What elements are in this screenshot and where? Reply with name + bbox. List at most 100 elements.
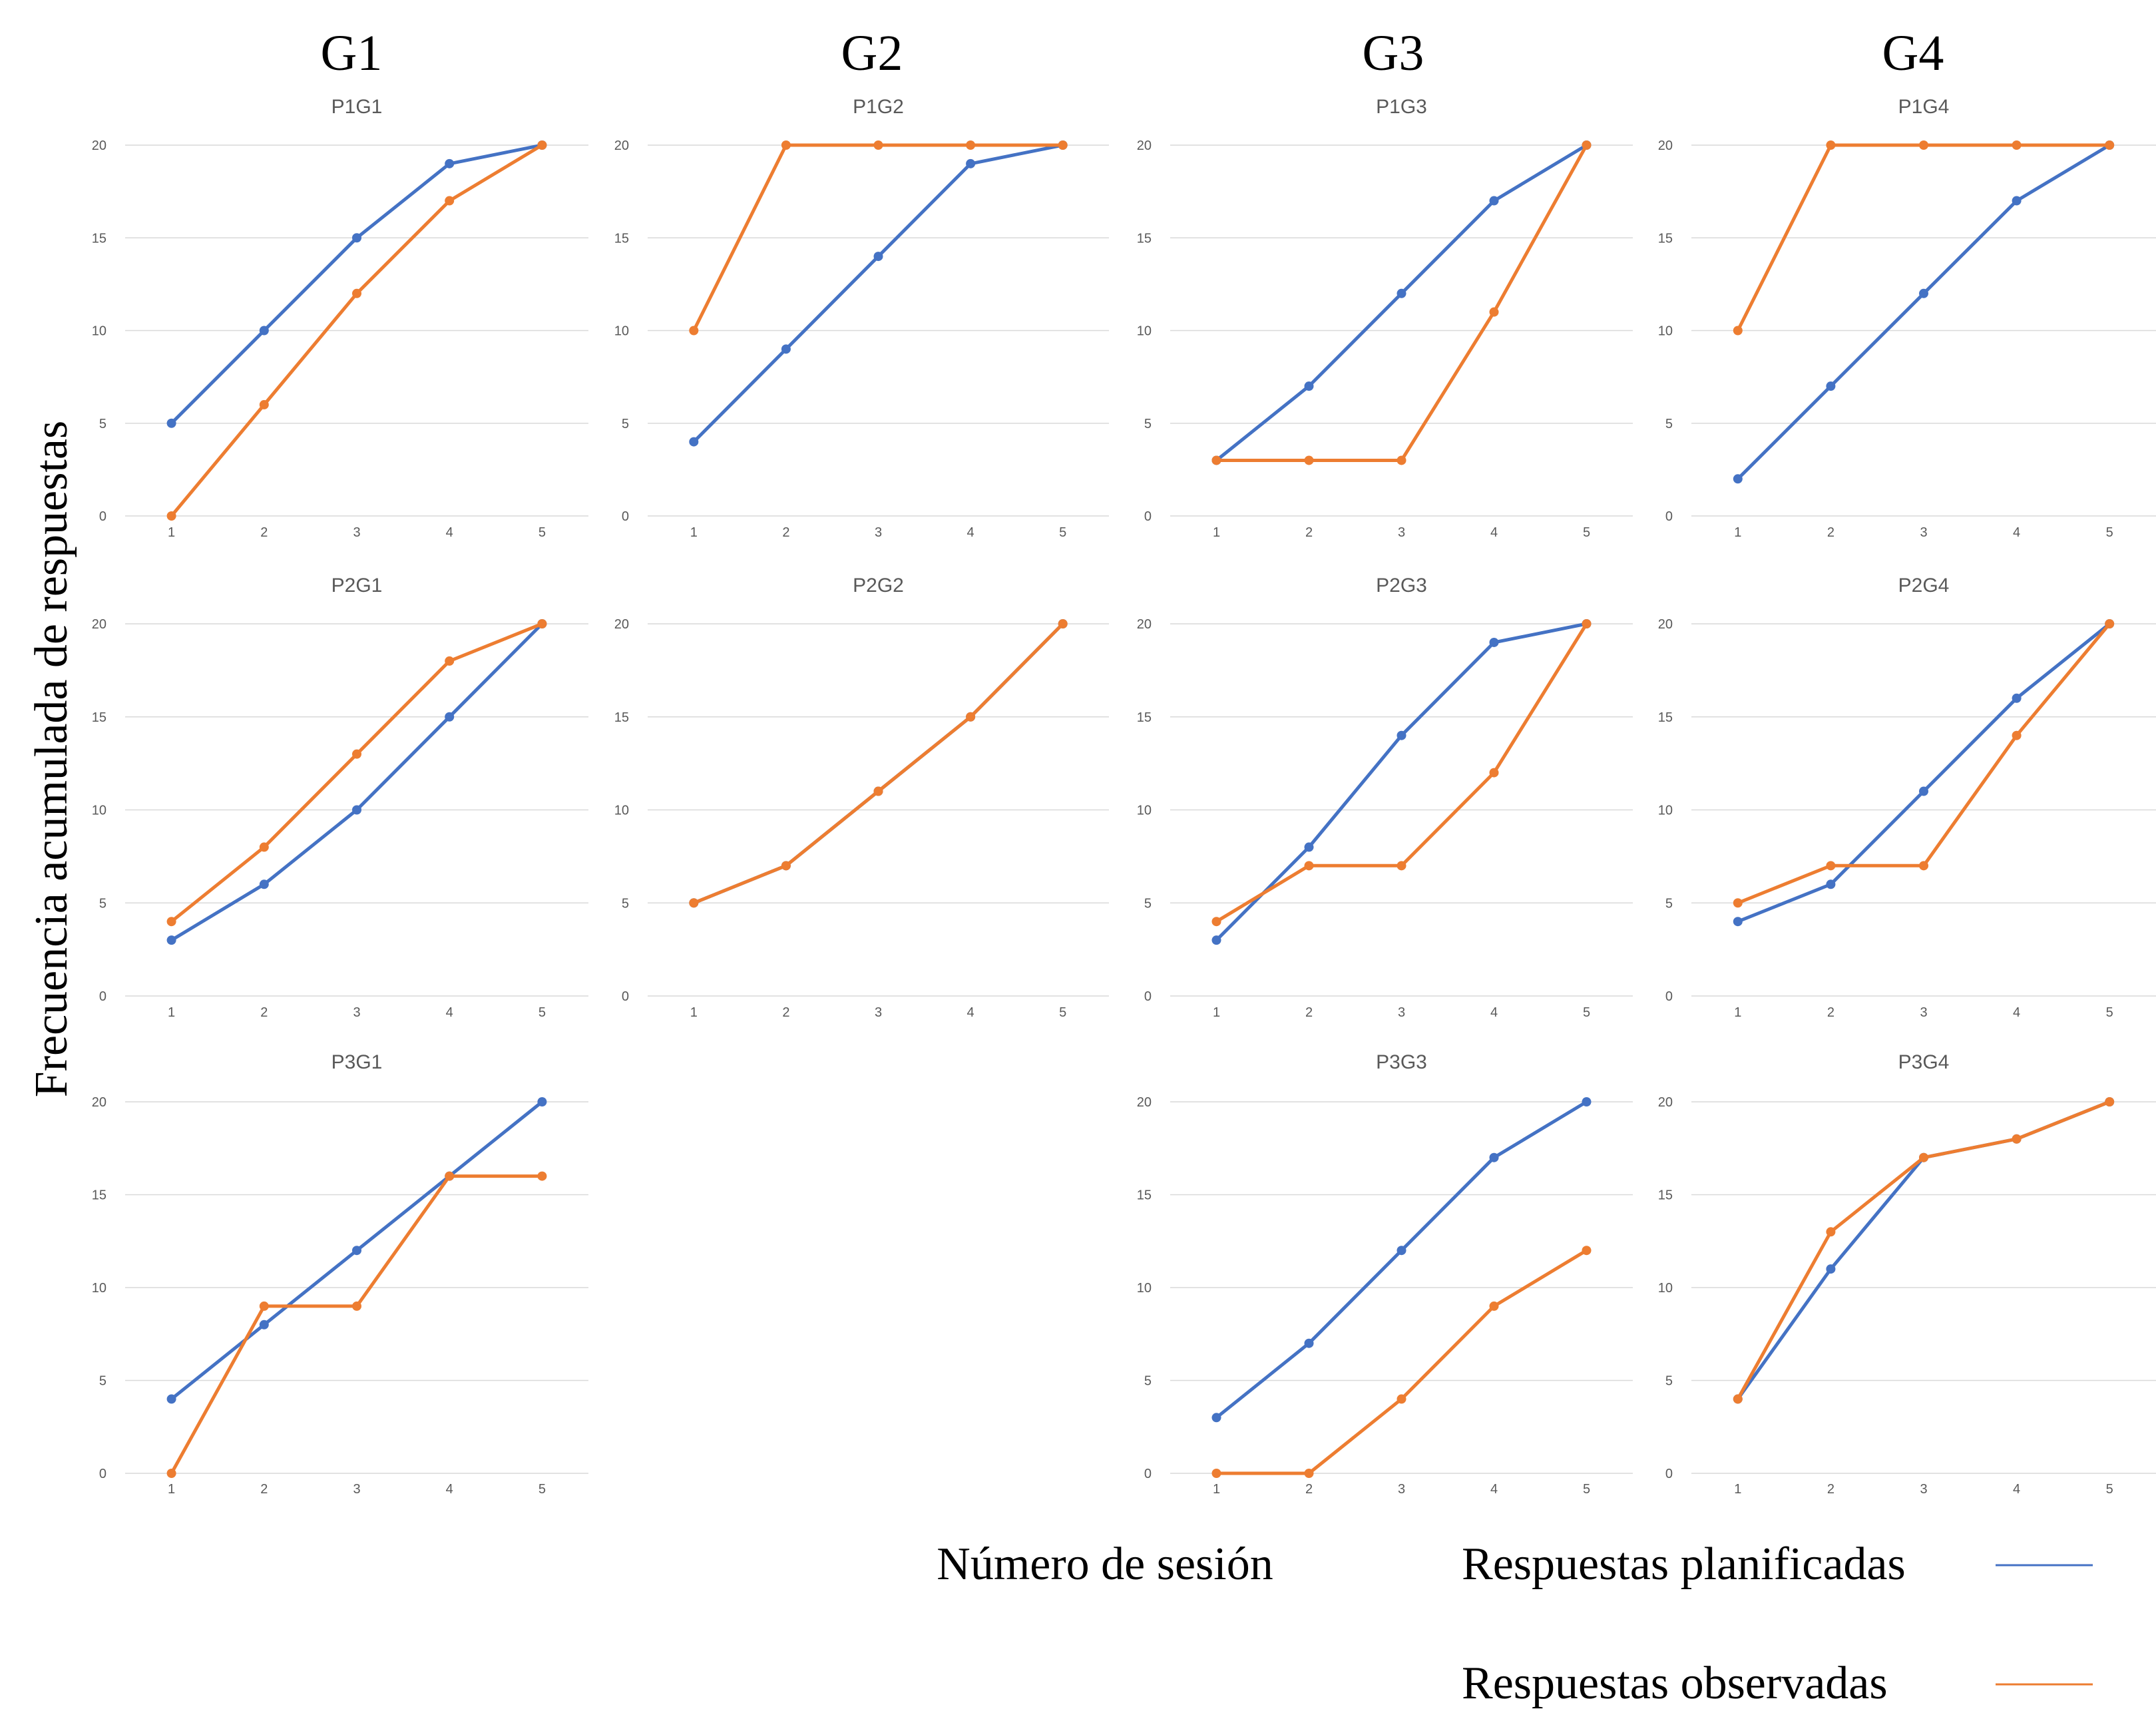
data-point-planned <box>1304 842 1314 852</box>
y-tick-label: 0 <box>1144 989 1152 1004</box>
data-point-observed <box>1489 1301 1499 1311</box>
x-tick-label: 2 <box>1305 1005 1313 1020</box>
data-point-observed <box>352 1301 361 1311</box>
data-point-planned <box>445 712 455 722</box>
y-tick-label: 20 <box>1658 1095 1673 1110</box>
data-point-planned <box>1826 879 1836 889</box>
y-tick-label: 15 <box>1658 231 1673 246</box>
data-point-observed <box>352 749 361 759</box>
data-point-observed <box>1919 1152 1928 1162</box>
x-axis-label: Número de sesión <box>937 1539 1273 1590</box>
data-point-observed <box>2012 1134 2022 1144</box>
y-tick-label: 0 <box>1665 509 1673 524</box>
data-point-observed <box>1397 1394 1406 1404</box>
group-title-g1: G1 <box>321 25 383 81</box>
y-tick-label: 15 <box>1658 710 1673 725</box>
y-tick-label: 20 <box>614 617 629 632</box>
panel-p3g1: P3G1 0 5 10 15 20 1 2 3 4 5 <box>92 1051 588 1497</box>
data-point-observed <box>1211 455 1221 465</box>
x-tick-label: 3 <box>875 525 882 540</box>
data-point-planned <box>1304 381 1314 391</box>
data-point-planned <box>259 879 269 889</box>
x-tick-label: 2 <box>782 1005 789 1020</box>
x-tick-label: 4 <box>446 1482 453 1497</box>
series-line-planned <box>1737 143 2111 481</box>
panel-p3g4: P3G4 0 5 10 15 20 1 2 3 4 5 <box>1658 1051 2156 1497</box>
x-tick-label: 2 <box>1827 525 1834 540</box>
panel-title: P2G4 <box>1898 575 1950 597</box>
panel-p1g3: P1G3 0 5 10 15 20 1 2 3 4 5 <box>1137 96 1633 540</box>
data-point-observed <box>2105 1097 2115 1106</box>
x-tick-label: 1 <box>168 1482 175 1497</box>
data-point-planned <box>1489 1152 1499 1162</box>
series-line-observed <box>1215 622 1588 923</box>
y-tick-label: 0 <box>1144 509 1152 524</box>
x-tick-label: 4 <box>967 1005 974 1020</box>
data-point-observed <box>352 288 361 298</box>
data-point-planned <box>1919 786 1928 796</box>
y-tick-label: 5 <box>99 1374 107 1389</box>
y-tick-label: 10 <box>1658 1281 1673 1296</box>
series-line-planned <box>692 143 1064 443</box>
panel-title: P1G2 <box>853 96 904 118</box>
panel-title: P2G2 <box>853 575 904 597</box>
x-tick-label: 2 <box>782 525 789 540</box>
x-tick-label: 5 <box>2106 525 2113 540</box>
panel-p1g2: P1G2 0 5 10 15 20 1 2 3 4 5 <box>614 96 1109 540</box>
y-tick-label: 10 <box>1137 1281 1152 1296</box>
data-point-observed <box>259 1301 269 1311</box>
data-point-observed <box>1489 768 1499 778</box>
data-point-observed <box>1211 1469 1221 1478</box>
series-line-observed <box>693 622 1064 905</box>
data-point-observed <box>1058 140 1068 150</box>
data-point-planned <box>259 1320 269 1330</box>
panel-p2g3: P2G3 0 5 10 15 20 1 2 3 4 5 <box>1137 575 1633 1020</box>
data-point-observed <box>1397 455 1406 465</box>
data-point-observed <box>1304 455 1314 465</box>
x-tick-label: 3 <box>353 525 360 540</box>
y-tick-label: 20 <box>92 138 107 153</box>
y-tick-label: 15 <box>1137 231 1152 246</box>
x-tick-label: 3 <box>353 1005 360 1020</box>
x-tick-label: 4 <box>1490 1482 1498 1497</box>
data-point-planned <box>166 1394 176 1404</box>
x-tick-label: 5 <box>539 525 546 540</box>
y-tick-label: 0 <box>1665 989 1673 1004</box>
data-point-observed <box>873 786 883 796</box>
y-tick-label: 10 <box>92 804 107 818</box>
data-point-observed <box>966 712 976 722</box>
data-point-planned <box>1919 288 1928 298</box>
y-tick-label: 15 <box>614 710 629 725</box>
series-line-observed <box>1216 1249 1588 1475</box>
y-tick-label: 0 <box>99 989 107 1004</box>
legend: Respuestas planificadas Respuestas obser… <box>1462 1539 2093 1709</box>
x-tick-label: 5 <box>539 1482 546 1497</box>
data-point-observed <box>1826 861 1836 871</box>
series-line-observed <box>1216 144 1588 462</box>
y-tick-label: 0 <box>622 509 629 524</box>
y-tick-label: 0 <box>1144 1467 1152 1481</box>
data-point-planned <box>2012 196 2022 206</box>
data-point-planned <box>1304 1338 1314 1348</box>
x-tick-label: 2 <box>1827 1482 1834 1497</box>
legend-label-planned: Respuestas planificadas <box>1462 1539 1906 1590</box>
data-point-observed <box>445 656 455 666</box>
data-point-observed <box>873 140 883 150</box>
y-tick-label: 15 <box>92 231 107 246</box>
group-title-g3: G3 <box>1363 25 1424 81</box>
data-point-observed <box>2012 140 2022 150</box>
data-point-planned <box>352 233 361 243</box>
data-point-planned <box>1826 1264 1836 1274</box>
x-tick-label: 1 <box>168 1005 175 1020</box>
y-axis-label: Frecuencia acumulada de respuestas <box>26 421 77 1097</box>
y-tick-label: 0 <box>1665 1467 1673 1481</box>
data-point-planned <box>166 418 176 428</box>
x-tick-label: 1 <box>168 525 175 540</box>
x-tick-label: 2 <box>1305 1482 1313 1497</box>
data-point-observed <box>1304 1469 1314 1478</box>
x-tick-label: 3 <box>1398 1482 1405 1497</box>
y-tick-label: 0 <box>99 1467 107 1481</box>
data-point-planned <box>445 158 455 168</box>
